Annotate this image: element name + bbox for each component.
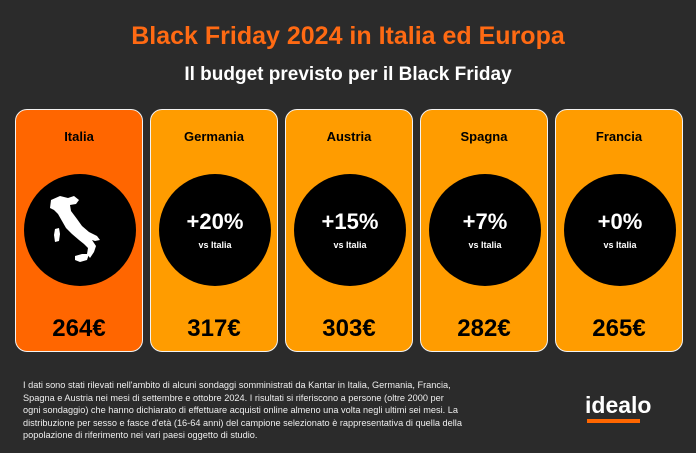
- vs-label: vs Italia: [603, 240, 637, 250]
- methodology-note: I dati sono stati rilevati nell'ambito d…: [23, 380, 462, 440]
- card-austria: Austria +15% vs Italia 303€: [285, 109, 413, 352]
- price: 317€: [187, 315, 241, 342]
- change-percent: +15%: [321, 209, 379, 234]
- italy-map-icon: [50, 196, 100, 262]
- circle: +15% vs Italia: [294, 174, 406, 286]
- card-spagna: Spagna +7% vs Italia 282€: [420, 109, 548, 352]
- circle: +20% vs Italia: [159, 174, 271, 286]
- price: 282€: [457, 315, 511, 342]
- vs-label: vs Italia: [333, 240, 367, 250]
- country-name: Germania: [184, 129, 244, 144]
- price: 303€: [322, 315, 376, 342]
- page-title: Black Friday 2024 in Italia ed Europa: [131, 22, 565, 50]
- vs-label: vs Italia: [468, 240, 502, 250]
- page-subtitle: Il budget previsto per il Black Friday: [184, 64, 512, 85]
- change-percent: +20%: [186, 209, 244, 234]
- logo-underline: [587, 419, 640, 423]
- card-francia: Francia +0% vs Italia 265€: [555, 109, 683, 352]
- card-italia: Italia 264€: [15, 109, 143, 352]
- card-germania: Germania +20% vs Italia 317€: [150, 109, 278, 352]
- circle: +7% vs Italia: [429, 174, 541, 286]
- vs-label: vs Italia: [198, 240, 232, 250]
- country-name: Austria: [326, 129, 372, 144]
- change-percent: +7%: [462, 209, 508, 234]
- idealo-logo: idealo: [585, 392, 652, 418]
- country-name: Spagna: [460, 129, 508, 144]
- price: 264€: [52, 315, 106, 342]
- price: 265€: [592, 315, 646, 342]
- country-name: Italia: [64, 129, 94, 144]
- country-name: Francia: [595, 129, 643, 144]
- change-percent: +0%: [597, 209, 643, 234]
- circle: [24, 174, 136, 286]
- circle: +0% vs Italia: [564, 174, 676, 286]
